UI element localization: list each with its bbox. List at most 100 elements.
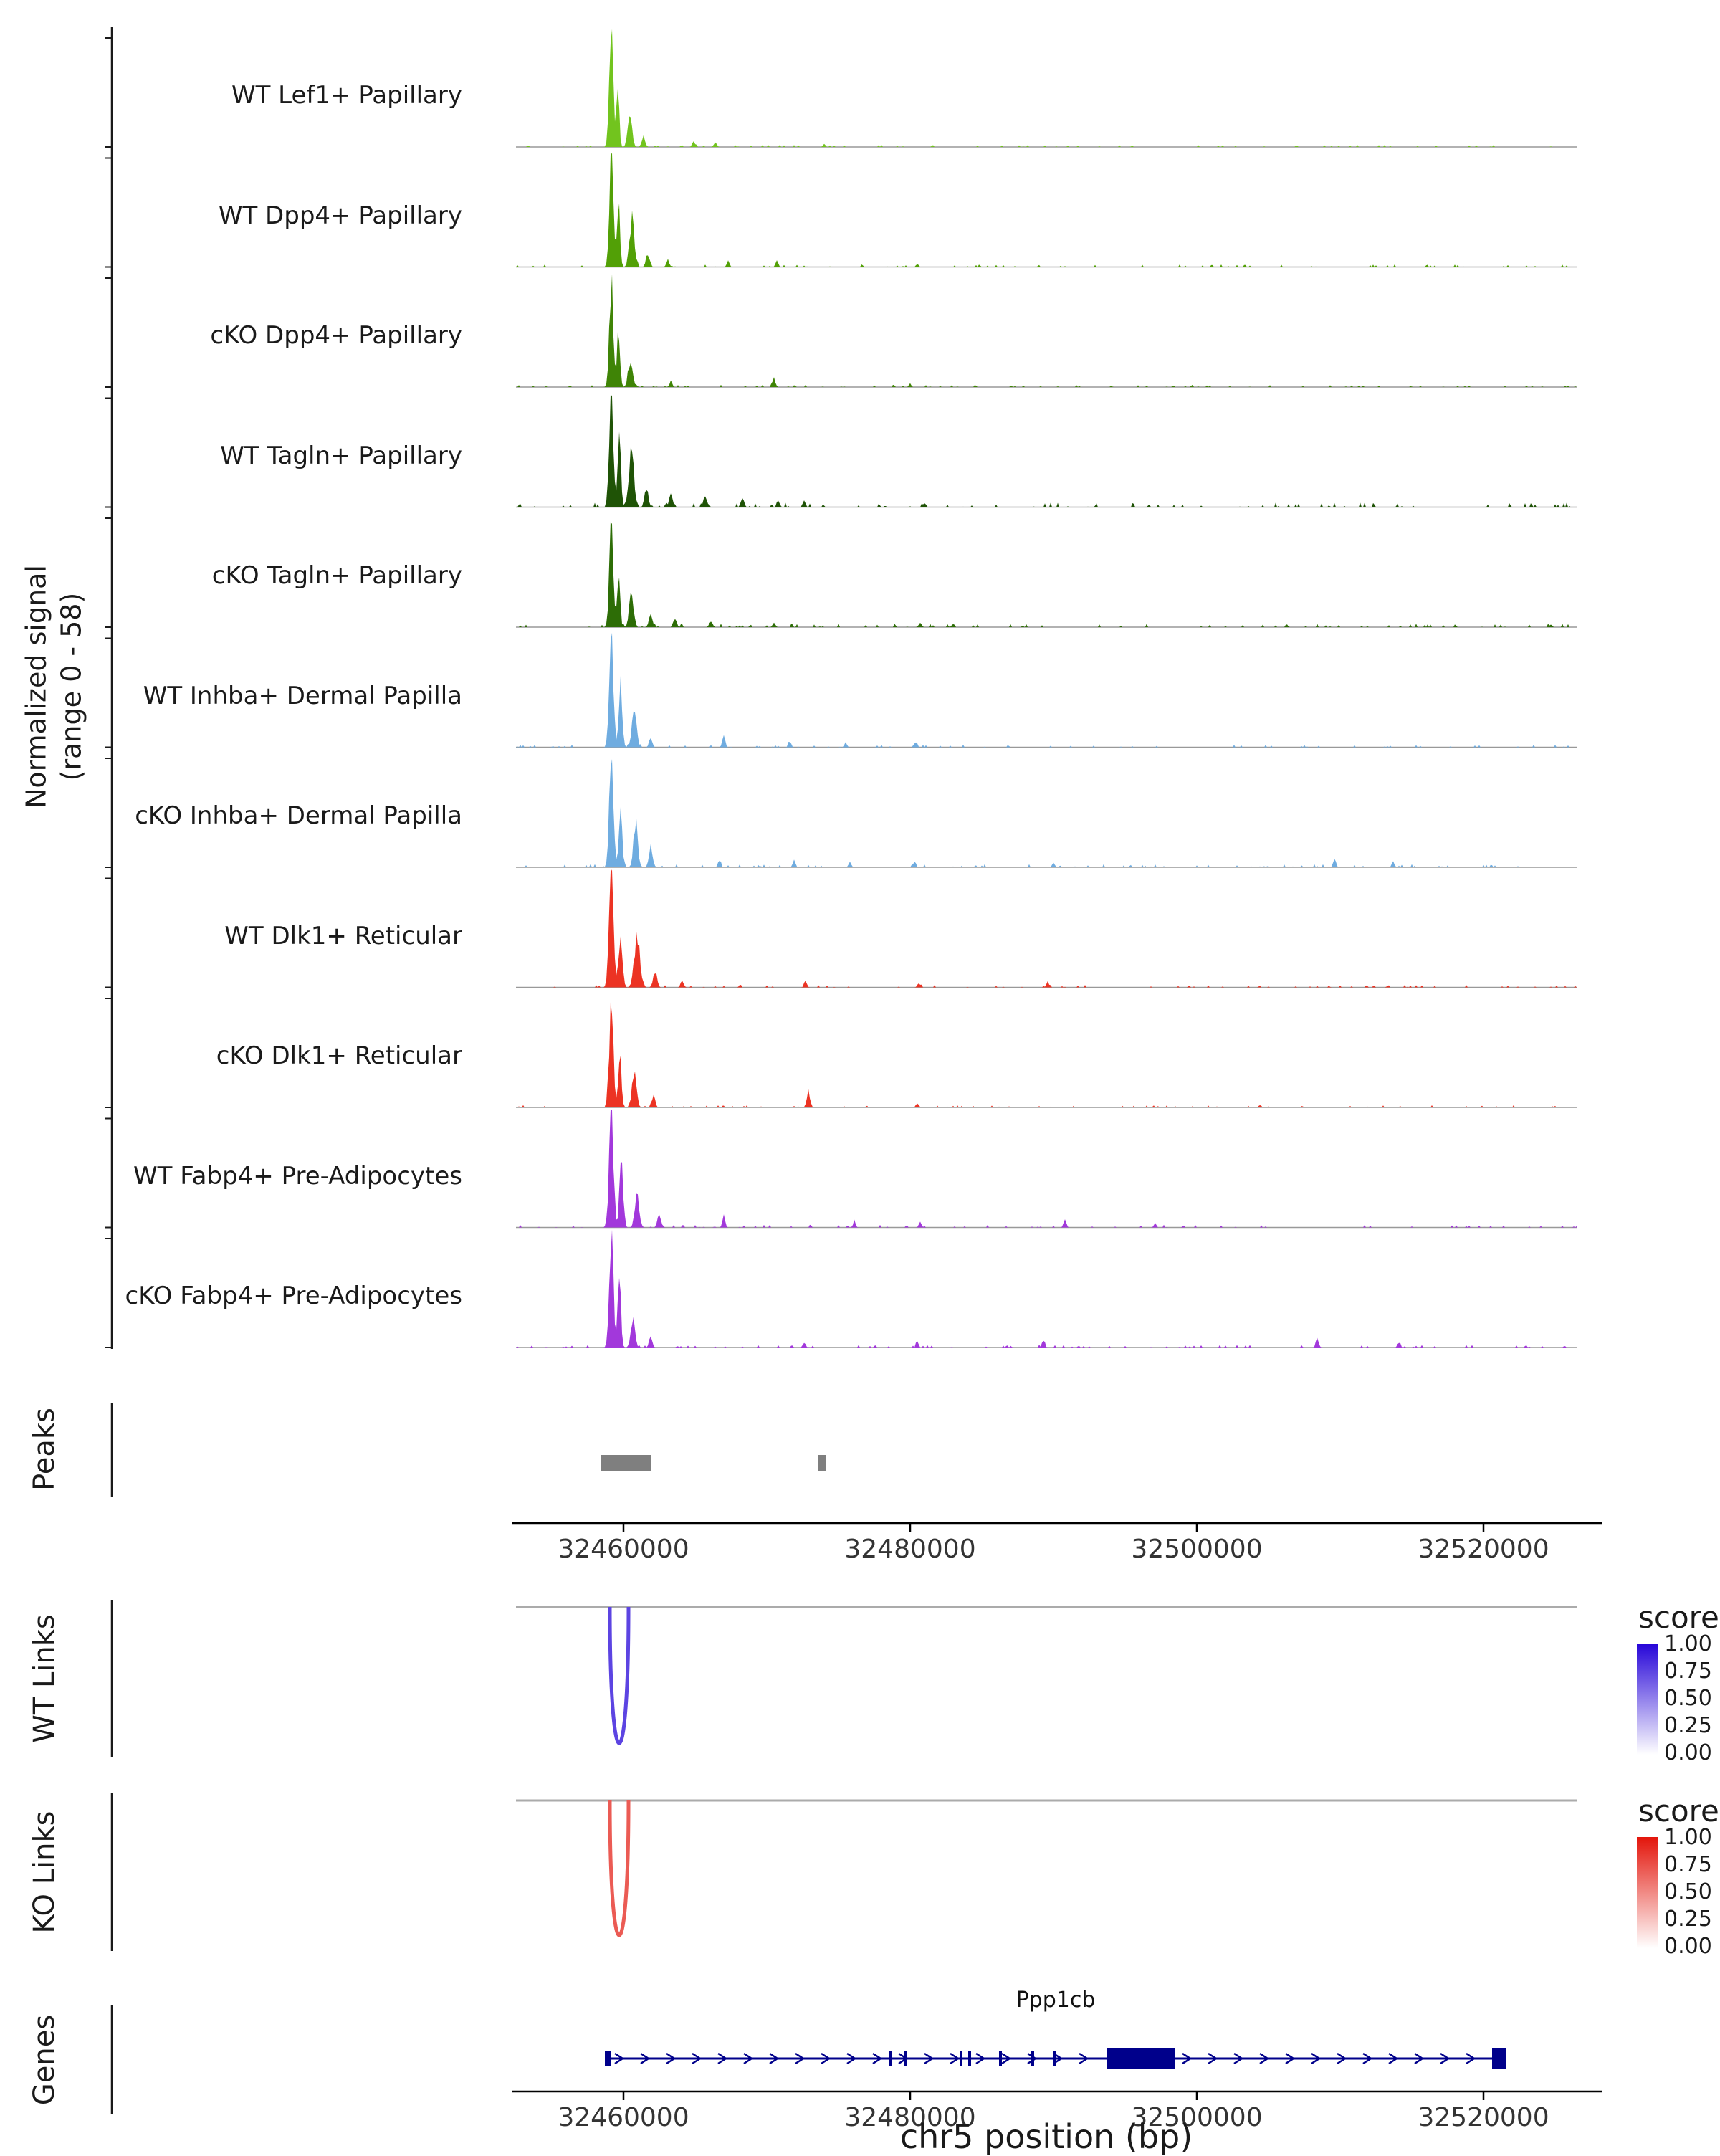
gene-strand-arrow [1027,2052,1038,2065]
gene-strand-arrow [614,2052,625,2065]
gene-strand-arrow [872,2052,883,2065]
gene-exon [904,2051,907,2066]
signal-area [516,274,1577,387]
gene-strand-arrow [692,2052,702,2065]
x-tick-label: 32480000 [844,2103,975,2132]
x-tick-label: 32460000 [558,2103,689,2132]
legend-tick-label: 0.50 [1664,1879,1712,1904]
track-label: cKO Dlk1+ Reticular [216,1041,462,1070]
signal-area [516,1110,1577,1228]
x-tick-label: 32460000 [558,1535,689,1564]
gene-strand-arrow [769,2052,780,2065]
gene-strand-arrow [666,2052,677,2065]
gene-exon [1053,2051,1056,2066]
gene-strand-arrow [924,2052,935,2065]
legend-tick-label: 1.00 [1664,1825,1712,1850]
genes-section-label: Genes [28,2014,61,2106]
signal-area [516,29,1577,148]
gene-strand-arrow [1388,2052,1399,2065]
gene-strand-arrow [1182,2052,1193,2065]
legend-tick-label: 0.75 [1664,1852,1712,1877]
x-tick-label: 32500000 [1131,1535,1262,1564]
signal-area [516,869,1577,988]
gene-exon [889,2051,892,2066]
legend-title: score [1638,1600,1719,1635]
x-axis-title: chr5 position (bp) [899,2117,1193,2156]
gene-strand-arrow [717,2052,728,2065]
x-tick-label: 32480000 [844,1535,975,1564]
legend-gradient-bar [1637,1837,1658,1948]
legend-tick-label: 0.25 [1664,1713,1712,1738]
gene-exon [999,2051,1002,2066]
legend-body: 1.00 0.75 0.50 0.25 0.00 [1637,1633,1720,1764]
legend-gradient-bar [1637,1644,1658,1755]
wt-links-section-label: WT Links [28,1614,61,1743]
gene-strand-arrow [821,2052,831,2065]
legend-tick-labels: 1.00 0.75 0.50 0.25 0.00 [1664,1633,1712,1764]
peaks-section-label: Peaks [28,1408,61,1491]
gene-strand-arrow [1337,2052,1347,2065]
gene-strand-arrow [1414,2052,1425,2065]
track-label: WT Dpp4+ Papillary [218,201,462,230]
legend-tick-label: 0.75 [1664,1659,1712,1684]
track-label: cKO Dpp4+ Papillary [210,321,462,350]
legend-body: 1.00 0.75 0.50 0.25 0.00 [1637,1827,1720,1957]
gene-strand-arrow [1440,2052,1451,2065]
track-label: cKO Fabp4+ Pre-Adipocytes [125,1282,463,1310]
gene-exon [1031,2051,1034,2066]
track-label: cKO Tagln+ Papillary [211,561,462,590]
gene-cds-block [1492,2048,1506,2069]
legend-tick-label: 0.00 [1664,1934,1712,1959]
gene-strand-arrow [640,2052,651,2065]
gene-strand-arrow [1466,2052,1476,2065]
peak-interval [601,1455,651,1471]
gene-strand-arrow [1311,2052,1322,2065]
track-label: WT Inhba+ Dermal Papilla [143,681,462,710]
gene-strand-arrow [1208,2052,1218,2065]
ko-links-section-label: KO Links [28,1811,61,1934]
x-tick-label: 32500000 [1131,2103,1262,2132]
x-tick-label: 32520000 [1418,2103,1549,2132]
gene-strand-arrow [1233,2052,1244,2065]
link-arc [608,1606,631,1745]
legend-title: score [1638,1793,1719,1828]
peak-interval [818,1455,826,1471]
legend-tick-label: 0.50 [1664,1686,1712,1711]
gene-cds-block [1107,2048,1175,2069]
signal-area [516,1002,1577,1107]
gene-strand-arrow [1053,2052,1064,2065]
gene-strand-arrow [950,2052,960,2065]
gene-exon [968,2051,971,2066]
ko-score-legend: score 1.00 0.75 0.50 0.25 0.00 [1637,1793,1720,1957]
legend-tick-label: 0.25 [1664,1907,1712,1932]
gene-strand-arrow [1285,2052,1296,2065]
gene-name-label: Ppp1cb [1016,1988,1096,2013]
gene-strand-arrow [1079,2052,1089,2065]
gene-strand-arrow [795,2052,806,2065]
track-label: WT Fabp4+ Pre-Adipocytes [133,1161,462,1191]
track-label: cKO Inhba+ Dermal Papilla [135,801,462,830]
signal-area [516,153,1577,267]
track-label: WT Dlk1+ Reticular [224,921,462,950]
gene-exon [960,2051,962,2066]
signal-area [516,521,1577,627]
legend-tick-label: 1.00 [1664,1631,1712,1656]
signal-area [516,759,1577,867]
signal-area [516,632,1577,748]
gene-exon [605,2051,611,2066]
gene-strand-arrow [743,2052,754,2065]
signal-area [516,1229,1577,1348]
legend-tick-labels: 1.00 0.75 0.50 0.25 0.00 [1664,1827,1712,1957]
legend-tick-label: 0.00 [1664,1740,1712,1765]
gene-strand-arrow [975,2052,986,2065]
x-tick-label: 32520000 [1418,1535,1549,1564]
link-arc [608,1800,631,1937]
signal-area [516,394,1577,507]
gene-strand-arrow [846,2052,857,2065]
gene-strand-arrow [1001,2052,1012,2065]
track-label: WT Lef1+ Papillary [231,81,462,110]
gene-strand-arrow [1362,2052,1373,2065]
wt-score-legend: score 1.00 0.75 0.50 0.25 0.00 [1637,1600,1720,1764]
